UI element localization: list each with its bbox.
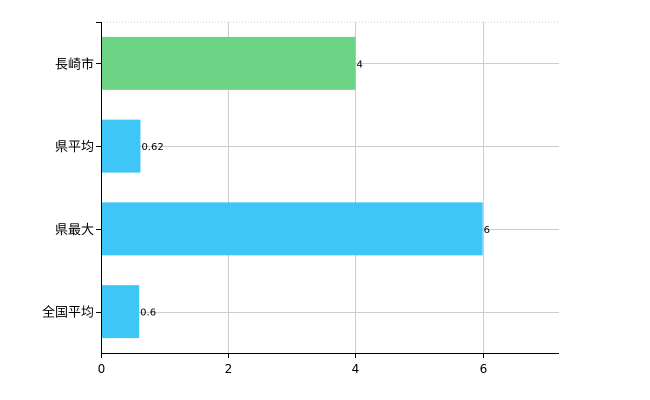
bar <box>101 119 141 173</box>
labels: 4 長崎市 0.62 県平均 6 県最大 0.6 全国平均 0 2 4 6 <box>42 56 490 376</box>
x-tick-label: 2 <box>225 362 233 376</box>
category-label: 全国平均 <box>42 305 94 321</box>
data-label: 4 <box>356 59 362 70</box>
bars <box>101 36 483 339</box>
data-label: 0.62 <box>141 142 163 153</box>
data-label: 0.6 <box>140 308 156 319</box>
bar <box>101 285 140 339</box>
bar <box>101 36 356 90</box>
category-label: 県最大 <box>55 223 94 238</box>
data-label: 6 <box>484 225 490 236</box>
x-tick-label: 6 <box>480 362 488 376</box>
axes <box>96 22 559 358</box>
category-label: 県平均 <box>55 140 94 155</box>
bar <box>101 202 483 256</box>
x-tick-label: 4 <box>352 362 360 376</box>
category-label: 長崎市 <box>55 56 94 72</box>
x-tick-label: 0 <box>98 362 106 376</box>
